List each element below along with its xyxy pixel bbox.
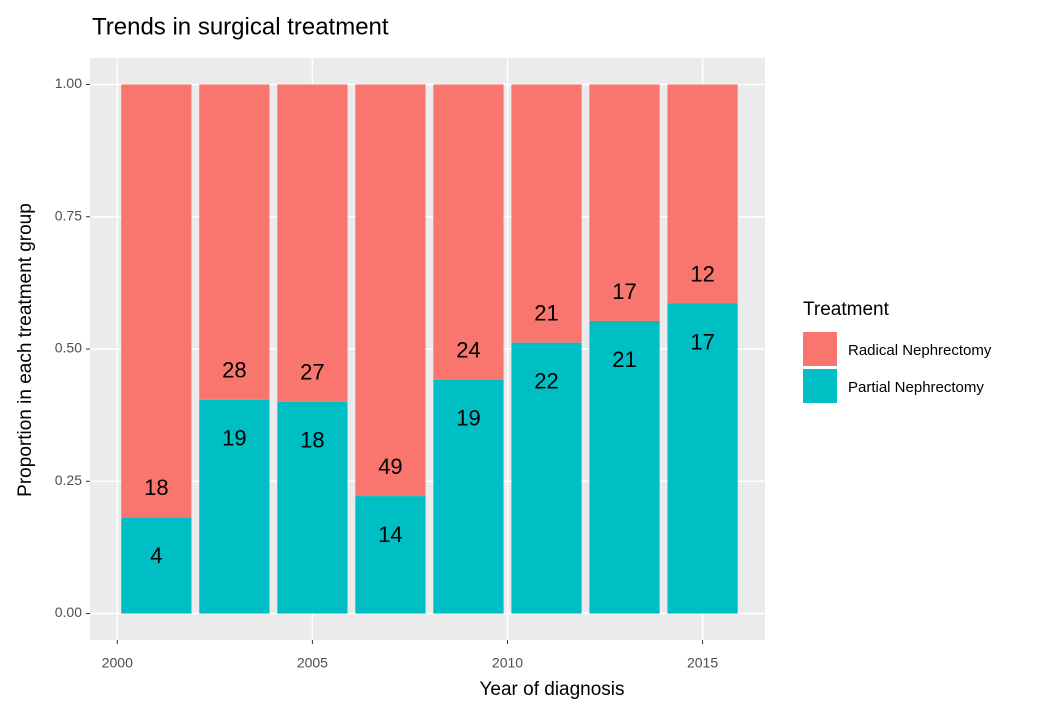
x-axis-label: Year of diagnosis	[479, 679, 624, 700]
bar-segment	[199, 84, 270, 400]
x-tick-label: 2000	[102, 655, 133, 671]
legend-swatch	[803, 369, 837, 403]
count-label: 22	[534, 368, 558, 393]
y-tick-label: 0.25	[55, 472, 82, 488]
legend-title: Treatment	[803, 299, 890, 320]
bar-segment	[511, 84, 582, 343]
count-label: 27	[300, 360, 324, 385]
legend-label: Partial Nephrectomy	[848, 379, 984, 396]
y-tick-label: 0.50	[55, 340, 82, 356]
bar-segment	[589, 320, 660, 614]
bar-segment	[355, 84, 426, 497]
legend-swatch	[803, 332, 837, 366]
y-axis-label: Proportion in each treatment group	[15, 203, 36, 497]
x-tick-label: 2015	[687, 655, 718, 671]
count-label: 24	[456, 337, 480, 362]
y-tick-label: 0.00	[55, 604, 82, 620]
count-label: 21	[612, 347, 636, 372]
legend-label: Radical Nephrectomy	[848, 342, 992, 359]
count-label: 19	[222, 426, 246, 451]
bar-segment	[199, 399, 270, 614]
chart-title: Trends in surgical treatment	[92, 13, 389, 40]
bar-segment	[121, 517, 192, 614]
bar-segment	[277, 84, 348, 402]
count-label: 28	[222, 358, 246, 383]
count-label: 17	[690, 329, 714, 354]
bar-segment	[121, 84, 192, 518]
count-label: 17	[612, 279, 636, 304]
bar-segment	[667, 303, 738, 614]
count-label: 14	[378, 522, 402, 547]
count-label: 18	[144, 475, 168, 500]
bar-segment	[355, 496, 426, 614]
x-tick-label: 2010	[492, 655, 523, 671]
count-label: 18	[300, 428, 324, 453]
y-tick-label: 0.75	[55, 207, 82, 223]
count-label: 21	[534, 300, 558, 325]
count-label: 4	[150, 543, 162, 568]
bar-segment	[589, 84, 660, 321]
y-tick-label: 1.00	[55, 75, 82, 91]
bar-segment	[277, 401, 348, 614]
bar-segment	[667, 84, 738, 304]
bar-segment	[433, 379, 504, 614]
count-label: 19	[456, 405, 480, 430]
x-tick-label: 2005	[297, 655, 328, 671]
bar-segment	[511, 342, 582, 614]
count-label: 49	[378, 454, 402, 479]
bar-segment	[433, 84, 504, 380]
count-label: 12	[690, 261, 714, 286]
